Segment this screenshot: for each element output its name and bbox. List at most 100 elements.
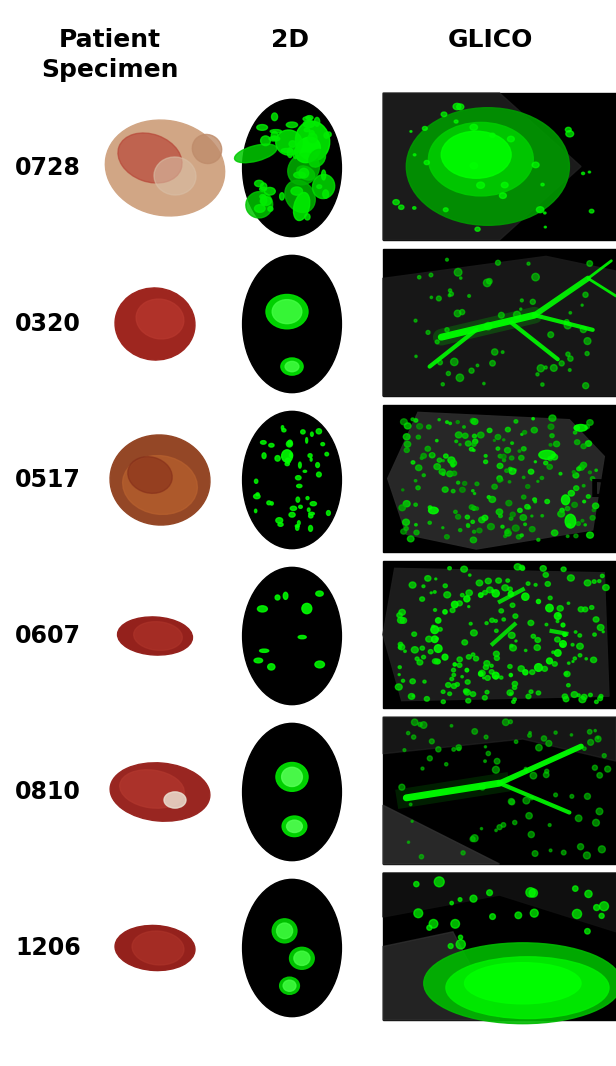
Ellipse shape bbox=[434, 464, 440, 470]
Ellipse shape bbox=[305, 214, 310, 220]
Ellipse shape bbox=[484, 279, 491, 287]
Ellipse shape bbox=[465, 668, 469, 672]
Ellipse shape bbox=[545, 500, 549, 503]
Ellipse shape bbox=[503, 458, 506, 462]
Ellipse shape bbox=[506, 529, 510, 532]
Ellipse shape bbox=[110, 763, 210, 821]
Ellipse shape bbox=[471, 835, 478, 842]
Ellipse shape bbox=[484, 661, 490, 666]
Ellipse shape bbox=[235, 144, 277, 163]
Ellipse shape bbox=[476, 365, 479, 367]
Ellipse shape bbox=[465, 515, 469, 519]
Ellipse shape bbox=[528, 506, 530, 508]
Ellipse shape bbox=[307, 508, 310, 512]
Ellipse shape bbox=[411, 461, 415, 464]
Ellipse shape bbox=[484, 665, 488, 669]
Ellipse shape bbox=[297, 484, 302, 487]
Ellipse shape bbox=[578, 653, 582, 657]
Ellipse shape bbox=[525, 504, 530, 508]
Ellipse shape bbox=[588, 471, 591, 473]
Ellipse shape bbox=[310, 457, 312, 462]
Ellipse shape bbox=[457, 657, 463, 662]
Ellipse shape bbox=[286, 441, 293, 447]
Ellipse shape bbox=[450, 725, 453, 727]
Ellipse shape bbox=[561, 495, 570, 505]
Ellipse shape bbox=[290, 453, 293, 457]
Ellipse shape bbox=[554, 731, 557, 734]
Ellipse shape bbox=[528, 733, 532, 738]
Ellipse shape bbox=[505, 469, 508, 472]
Ellipse shape bbox=[464, 963, 581, 1004]
Ellipse shape bbox=[578, 634, 582, 637]
Ellipse shape bbox=[115, 925, 195, 970]
Ellipse shape bbox=[578, 843, 583, 850]
Ellipse shape bbox=[575, 815, 582, 822]
Ellipse shape bbox=[567, 602, 570, 604]
Ellipse shape bbox=[414, 419, 418, 422]
Ellipse shape bbox=[501, 526, 504, 528]
Ellipse shape bbox=[541, 515, 543, 517]
Ellipse shape bbox=[442, 472, 445, 475]
Ellipse shape bbox=[556, 620, 559, 623]
Ellipse shape bbox=[418, 723, 422, 727]
Ellipse shape bbox=[441, 700, 445, 704]
Ellipse shape bbox=[448, 567, 452, 570]
Ellipse shape bbox=[438, 628, 442, 631]
Ellipse shape bbox=[505, 448, 511, 453]
Bar bbox=[383, 405, 616, 552]
Ellipse shape bbox=[574, 425, 580, 430]
Ellipse shape bbox=[549, 415, 556, 421]
Ellipse shape bbox=[564, 322, 571, 329]
Ellipse shape bbox=[479, 672, 483, 676]
Ellipse shape bbox=[452, 683, 456, 689]
Ellipse shape bbox=[500, 479, 503, 481]
Ellipse shape bbox=[414, 882, 419, 887]
Ellipse shape bbox=[474, 657, 479, 661]
Ellipse shape bbox=[408, 694, 415, 699]
Ellipse shape bbox=[446, 957, 609, 1018]
Ellipse shape bbox=[110, 435, 210, 526]
Ellipse shape bbox=[472, 442, 476, 447]
Ellipse shape bbox=[585, 658, 588, 660]
Ellipse shape bbox=[487, 496, 490, 499]
Ellipse shape bbox=[272, 113, 278, 120]
Ellipse shape bbox=[325, 452, 328, 456]
Ellipse shape bbox=[585, 793, 591, 800]
Ellipse shape bbox=[508, 664, 512, 668]
Ellipse shape bbox=[508, 632, 515, 639]
Polygon shape bbox=[383, 805, 500, 865]
Ellipse shape bbox=[261, 183, 267, 190]
Ellipse shape bbox=[400, 617, 407, 624]
Ellipse shape bbox=[584, 523, 586, 526]
Ellipse shape bbox=[535, 664, 542, 672]
Ellipse shape bbox=[286, 122, 298, 128]
Ellipse shape bbox=[448, 692, 452, 695]
Ellipse shape bbox=[522, 477, 525, 479]
Ellipse shape bbox=[506, 579, 509, 582]
Ellipse shape bbox=[536, 744, 542, 750]
Ellipse shape bbox=[573, 657, 577, 660]
Ellipse shape bbox=[468, 294, 471, 297]
Ellipse shape bbox=[424, 160, 429, 164]
Ellipse shape bbox=[471, 419, 478, 424]
Ellipse shape bbox=[537, 207, 544, 213]
Ellipse shape bbox=[492, 484, 497, 489]
Ellipse shape bbox=[548, 596, 552, 600]
Ellipse shape bbox=[296, 526, 299, 530]
Ellipse shape bbox=[564, 672, 570, 677]
Ellipse shape bbox=[565, 127, 571, 132]
Text: D: D bbox=[590, 478, 610, 502]
Ellipse shape bbox=[261, 135, 270, 146]
Ellipse shape bbox=[523, 669, 528, 675]
Ellipse shape bbox=[451, 920, 460, 928]
Ellipse shape bbox=[310, 432, 314, 436]
Ellipse shape bbox=[497, 825, 502, 829]
Ellipse shape bbox=[293, 149, 298, 159]
Ellipse shape bbox=[545, 770, 549, 773]
Ellipse shape bbox=[414, 909, 423, 918]
Ellipse shape bbox=[494, 758, 500, 764]
Ellipse shape bbox=[586, 495, 590, 498]
Ellipse shape bbox=[494, 676, 498, 679]
Ellipse shape bbox=[460, 277, 462, 279]
Ellipse shape bbox=[563, 633, 567, 636]
